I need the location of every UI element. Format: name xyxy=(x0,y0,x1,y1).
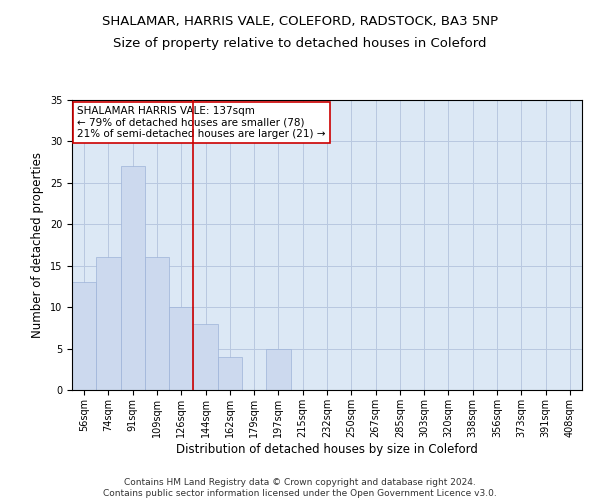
Text: Size of property relative to detached houses in Coleford: Size of property relative to detached ho… xyxy=(113,38,487,51)
Bar xyxy=(169,307,193,390)
X-axis label: Distribution of detached houses by size in Coleford: Distribution of detached houses by size … xyxy=(176,442,478,456)
Bar xyxy=(218,357,242,390)
Text: SHALAMAR, HARRIS VALE, COLEFORD, RADSTOCK, BA3 5NP: SHALAMAR, HARRIS VALE, COLEFORD, RADSTOC… xyxy=(102,15,498,28)
Bar xyxy=(145,258,169,390)
Text: SHALAMAR HARRIS VALE: 137sqm
← 79% of detached houses are smaller (78)
21% of se: SHALAMAR HARRIS VALE: 137sqm ← 79% of de… xyxy=(77,106,326,139)
Y-axis label: Number of detached properties: Number of detached properties xyxy=(31,152,44,338)
Bar xyxy=(96,258,121,390)
Text: Contains HM Land Registry data © Crown copyright and database right 2024.
Contai: Contains HM Land Registry data © Crown c… xyxy=(103,478,497,498)
Bar xyxy=(266,348,290,390)
Bar xyxy=(121,166,145,390)
Bar xyxy=(72,282,96,390)
Bar xyxy=(193,324,218,390)
